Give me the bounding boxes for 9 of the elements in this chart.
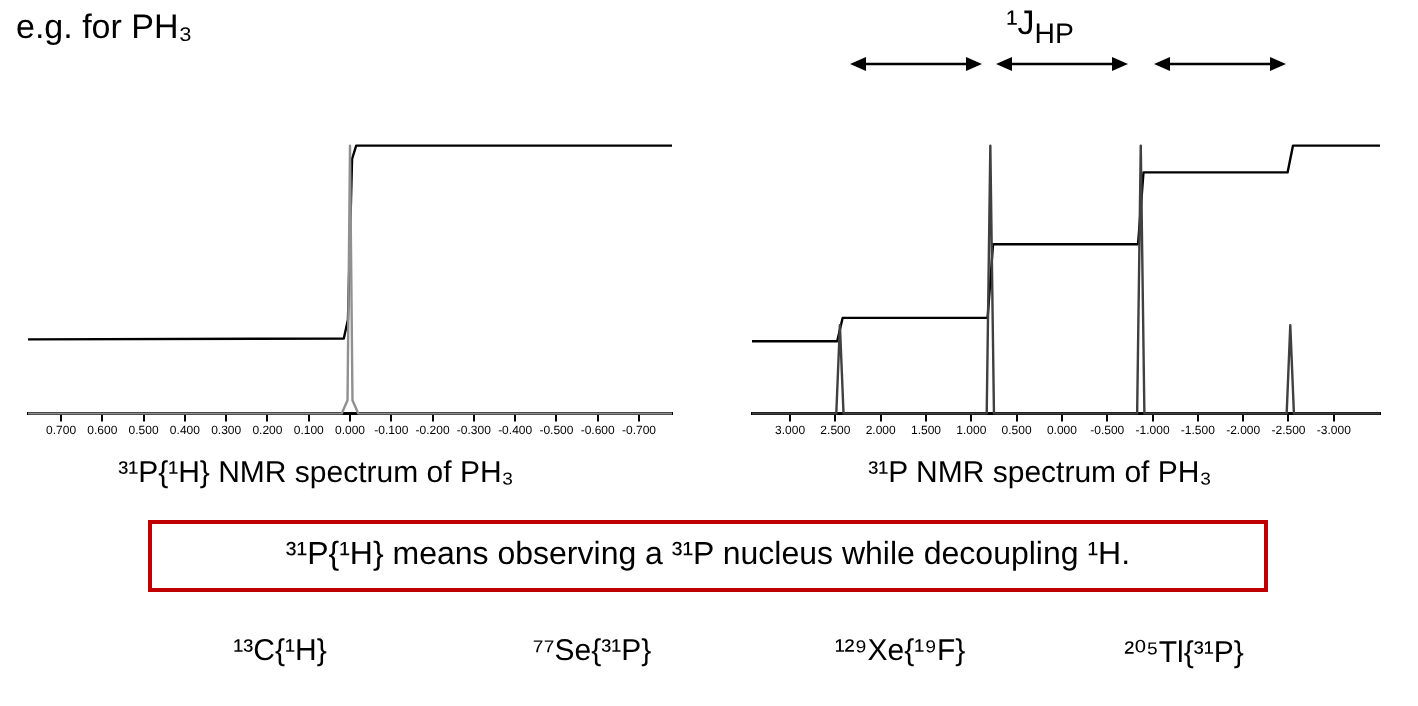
text: ²⁰⁵Tl{³¹P} <box>1122 634 1246 670</box>
text: ¹²⁹Xe{¹⁹F} <box>832 634 968 668</box>
text: ⁷⁷Se{³¹P} <box>530 634 654 668</box>
text: ¹J$_{HP}$ <box>1004 4 1076 51</box>
text: ³¹P{¹H} means observing a ³¹P nucleus while decoupling ¹H. <box>148 520 1268 592</box>
x-axis-title: ³¹P NMR spectrum of PH₃ <box>866 456 1214 490</box>
text: ¹³C{¹H} <box>231 634 329 668</box>
chart-title: e.g. for PH₃ <box>16 8 193 48</box>
x-axis-title: ³¹P{¹H} NMR spectrum of PH₃ <box>116 456 516 490</box>
